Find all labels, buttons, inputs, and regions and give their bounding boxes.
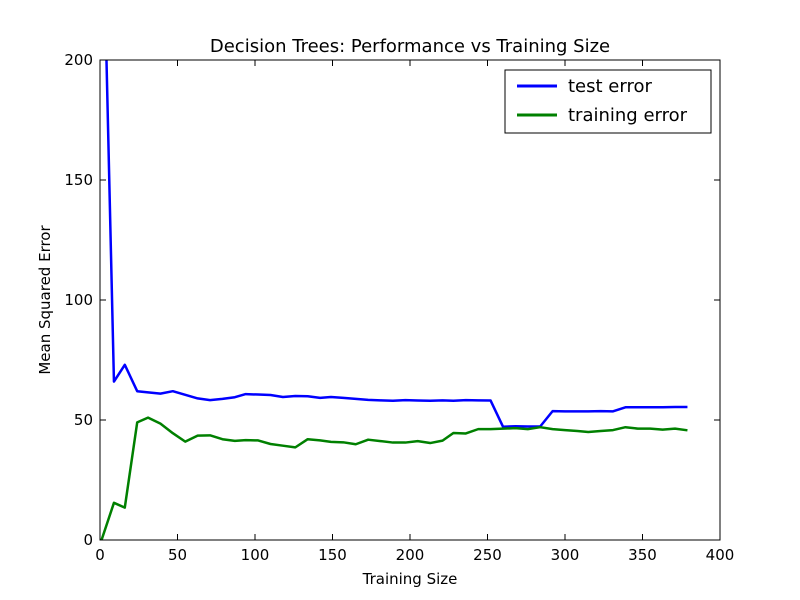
x-tick-label-200: 200 [396,546,425,564]
y-tick-label-50: 50 [74,411,93,429]
y-tick-label-200: 200 [64,51,93,69]
x-tick-label-250: 250 [473,546,502,564]
legend-label-training-error: training error [568,105,688,126]
x-tick-label-350: 350 [628,546,657,564]
x-tick-label-50: 50 [168,546,187,564]
x-tick-label-0: 0 [95,546,105,564]
y-tick-label-150: 150 [64,171,93,189]
legend-label-test-error: test error [568,76,652,97]
y-tick-label-100: 100 [64,291,93,309]
chart-title: Decision Trees: Performance vs Training … [210,36,610,57]
x-tick-label-100: 100 [241,546,270,564]
x-axis-label: Training Size [362,570,458,588]
x-tick-label-400: 400 [706,546,735,564]
ticks-layer: 0 50 100 150 200 250 300 350 400 0 50 100 150 200 [64,51,734,564]
series-layer [100,60,688,540]
series-line-test-error [105,60,688,428]
x-tick-label-300: 300 [551,546,580,564]
y-axis-label: Mean Squared Error [36,225,54,375]
y-tick-label-0: 0 [83,531,93,549]
x-tick-label-150: 150 [318,546,347,564]
legend-box [504,69,712,134]
legend: test error training error [504,69,712,134]
series-line-training-error [100,416,688,540]
